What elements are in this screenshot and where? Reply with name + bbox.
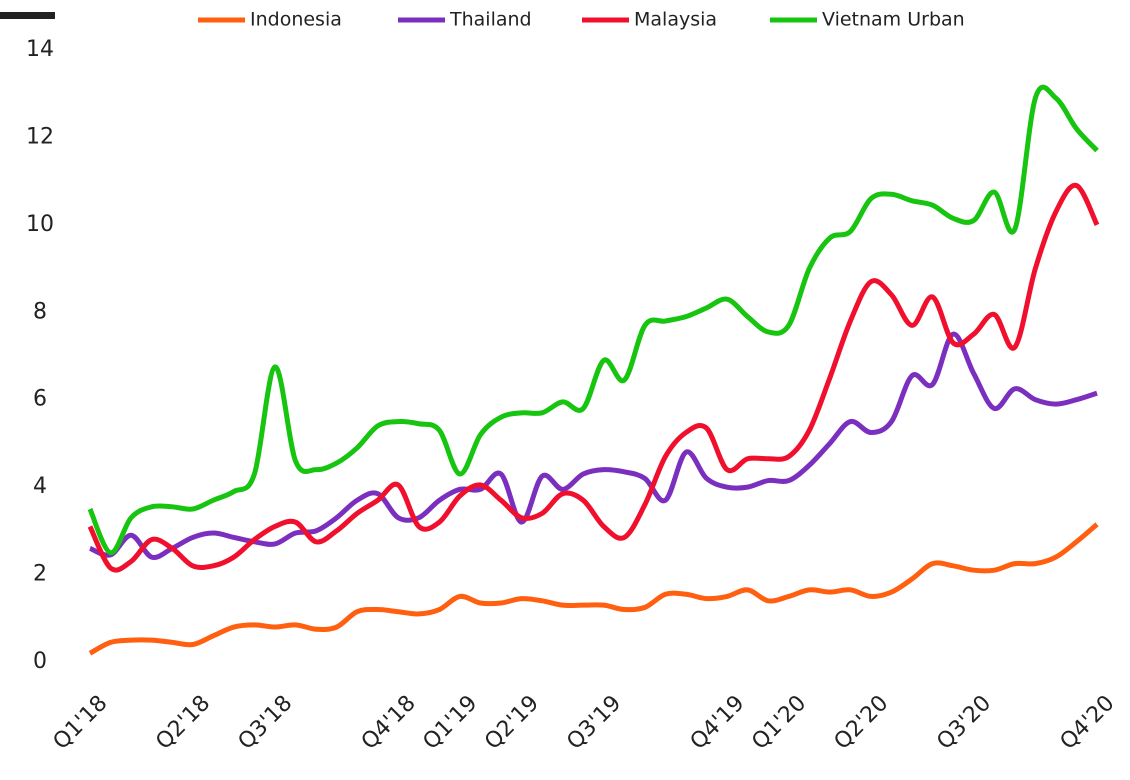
series-line: [87, 84, 1099, 556]
x-tick-label: Q4'18: [357, 691, 421, 755]
x-tick-label: Q2'19: [480, 691, 544, 755]
x-tick-label: Q3'19: [562, 691, 626, 755]
y-tick-label: 14: [26, 37, 54, 62]
legend: Indonesia Thailand Malaysia Vietnam Urban: [198, 9, 965, 31]
x-tick-label: Q2'18: [151, 691, 215, 755]
x-tick-label: Q2'20: [830, 691, 894, 755]
y-tick-label: 8: [33, 299, 47, 324]
y-tick-label: 4: [33, 474, 47, 499]
legend-label: Indonesia: [250, 9, 342, 31]
legend-label: Thailand: [449, 9, 532, 31]
series-line: [89, 331, 1098, 560]
series-line: [87, 182, 1100, 573]
legend-label: Vietnam Urban: [822, 9, 965, 31]
x-tick-label: Q4'19: [686, 691, 750, 755]
x-tick-label: Q4'20: [1056, 691, 1120, 755]
y-tick-label: 2: [33, 562, 47, 587]
x-tick-label: Q1'19: [419, 691, 483, 755]
y-tick-label: 0: [33, 649, 47, 674]
x-tick-label: Q3'18: [234, 691, 298, 755]
series-line: [88, 522, 1099, 656]
x-tick-label: Q1'20: [747, 691, 811, 755]
legend-label: Malaysia: [634, 9, 717, 31]
y-tick-label: 12: [26, 124, 54, 149]
decor-bar: [0, 12, 55, 19]
y-tick-label: 6: [33, 387, 47, 412]
y-tick-label: 10: [26, 212, 54, 237]
x-tick-label: Q3'20: [932, 691, 996, 755]
x-tick-label: Q1'18: [49, 691, 113, 755]
